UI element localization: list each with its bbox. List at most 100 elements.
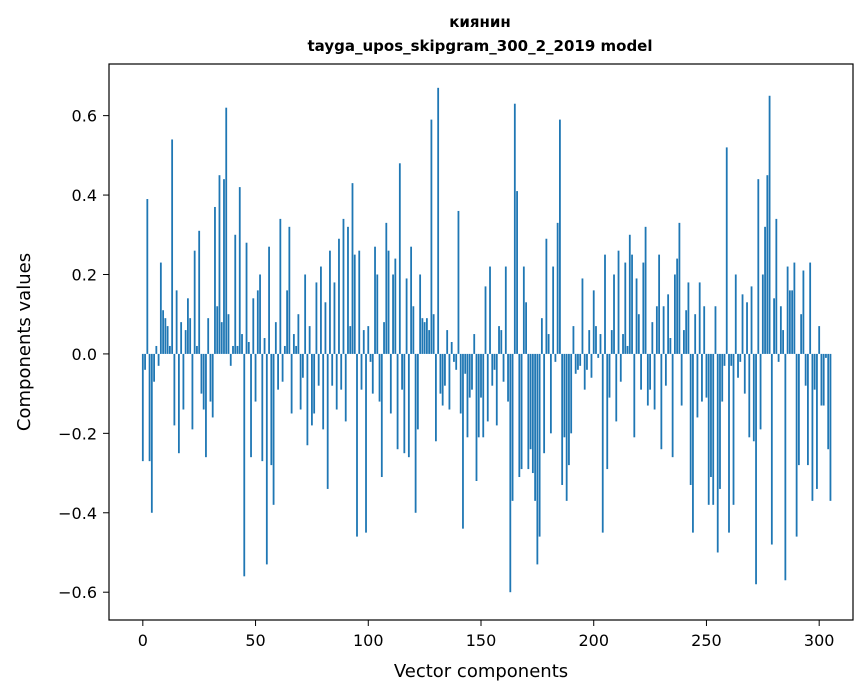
bar-190 xyxy=(570,353,573,434)
bar-202 xyxy=(597,353,600,358)
bar-205 xyxy=(604,254,606,354)
bar-194 xyxy=(579,353,582,366)
bar-293 xyxy=(802,270,805,354)
bar-24 xyxy=(196,345,198,354)
bar-14 xyxy=(173,353,176,426)
bar-28 xyxy=(205,353,207,458)
bar-46 xyxy=(245,242,248,354)
bar-50 xyxy=(254,353,257,402)
bar-234 xyxy=(669,338,672,354)
bar-132 xyxy=(439,353,442,394)
bar-210 xyxy=(615,353,618,422)
bar-63 xyxy=(283,345,286,354)
bar-239 xyxy=(680,353,683,406)
bar-155 xyxy=(491,353,494,386)
bar-38 xyxy=(227,314,230,354)
bar-148 xyxy=(475,353,478,481)
bar-176 xyxy=(538,353,541,537)
bar-146 xyxy=(471,353,473,390)
bar-231 xyxy=(662,306,665,354)
bar-133 xyxy=(441,353,444,406)
bar-225 xyxy=(649,353,651,390)
bar-289 xyxy=(793,262,796,354)
bar-173 xyxy=(531,353,534,474)
bar-78 xyxy=(317,353,320,386)
bar-60 xyxy=(277,353,279,390)
bar-204 xyxy=(601,353,604,533)
bar-212 xyxy=(619,353,622,382)
bar-56 xyxy=(268,246,270,354)
x-axis-label: Vector components xyxy=(394,661,568,682)
y-tick-label: −0.4 xyxy=(58,504,97,523)
bar-237 xyxy=(676,258,679,354)
bar-220 xyxy=(637,314,640,354)
bar-108 xyxy=(385,222,388,354)
bar-178 xyxy=(543,353,546,454)
bar-129 xyxy=(432,314,435,354)
bar-49 xyxy=(252,298,255,354)
bar-36 xyxy=(223,179,225,354)
bar-188 xyxy=(565,353,568,501)
bar-288 xyxy=(791,290,794,354)
bar-61 xyxy=(279,218,282,354)
bar-245 xyxy=(694,314,697,354)
bar-92 xyxy=(349,326,352,354)
bar-238 xyxy=(678,222,681,354)
bar-31 xyxy=(211,353,214,418)
bar-117 xyxy=(405,278,408,354)
bar-251 xyxy=(707,353,710,505)
bar-291 xyxy=(797,353,800,466)
bar-5 xyxy=(153,353,155,382)
bar-263 xyxy=(734,274,737,354)
bar-106 xyxy=(380,353,383,478)
bar-303 xyxy=(825,353,827,358)
bars-group xyxy=(141,87,832,593)
bar-26 xyxy=(200,353,203,394)
bar-32 xyxy=(214,206,216,354)
y-axis: −0.6 −0.4 −0.2 0.0 0.2 0.4 0.6 xyxy=(58,107,109,602)
bar-45 xyxy=(243,353,246,577)
bar-107 xyxy=(383,322,385,354)
bar-216 xyxy=(628,234,631,354)
bar-118 xyxy=(407,353,410,458)
bar-18 xyxy=(182,353,185,410)
bar-43 xyxy=(238,187,241,354)
bar-286 xyxy=(786,266,789,354)
bar-282 xyxy=(777,353,780,362)
bar-98 xyxy=(362,330,365,354)
bar-156 xyxy=(493,353,496,370)
bar-227 xyxy=(653,353,656,410)
bar-58 xyxy=(272,353,275,505)
bar-22 xyxy=(191,353,194,430)
bar-262 xyxy=(732,353,735,505)
bar-250 xyxy=(705,353,708,398)
bar-89 xyxy=(342,218,345,354)
bar-111 xyxy=(392,274,394,354)
bar-93 xyxy=(351,183,354,354)
bar-125 xyxy=(423,322,426,354)
bar-232 xyxy=(664,353,667,386)
bar-171 xyxy=(527,353,530,470)
bar-180 xyxy=(547,334,550,354)
bar-158 xyxy=(498,326,500,354)
bar-191 xyxy=(572,326,575,354)
bar-301 xyxy=(820,353,823,406)
bar-230 xyxy=(660,353,663,450)
bar-109 xyxy=(387,250,390,354)
bar-75 xyxy=(311,353,313,426)
bar-168 xyxy=(520,353,523,470)
bar-72 xyxy=(304,274,307,354)
bar-209 xyxy=(613,274,615,354)
bar-236 xyxy=(673,274,676,354)
bar-224 xyxy=(646,353,649,406)
x-tick-label: 100 xyxy=(353,631,384,650)
bar-167 xyxy=(518,353,521,478)
bar-35 xyxy=(220,322,223,354)
bar-136 xyxy=(448,353,451,410)
bar-19 xyxy=(184,330,187,354)
bar-105 xyxy=(378,353,381,402)
bar-48 xyxy=(250,353,252,458)
bar-37 xyxy=(225,107,228,354)
bar-256 xyxy=(719,353,721,489)
